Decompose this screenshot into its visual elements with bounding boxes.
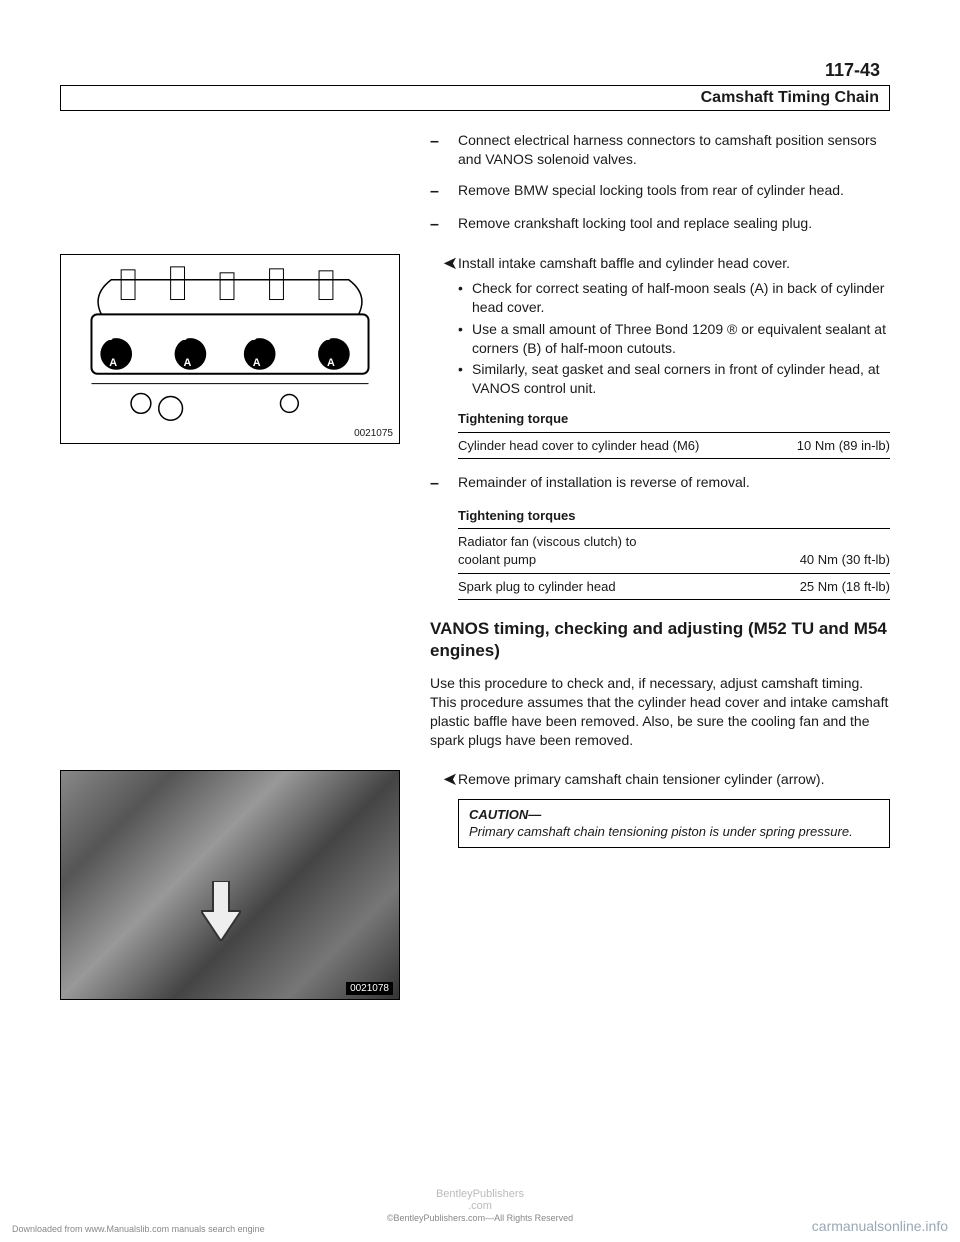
footer-site-watermark: carmanualsonline.info — [812, 1218, 948, 1234]
torque-row-fan: Radiator fan (viscous clutch) to coolant… — [458, 528, 890, 573]
torque-block-cover: Tightening torque Cylinder head cover to… — [458, 410, 890, 459]
figure-cylinder-head-cover: B A B A B A B A 0021075 — [60, 254, 400, 444]
step-text: Connect electrical harness connectors to… — [458, 131, 890, 169]
bullet-text: Similarly, seat gasket and seal corners … — [472, 360, 890, 398]
torque-label: Cylinder head cover to cylinder head (M6… — [458, 437, 699, 455]
bullet-icon: • — [458, 320, 472, 358]
down-arrow-icon — [201, 881, 241, 941]
dash-icon: – — [430, 473, 458, 495]
caution-text: Primary camshaft chain tensioning piston… — [469, 824, 853, 839]
svg-text:B: B — [323, 331, 331, 343]
section-intro-paragraph: Use this procedure to check and, if nece… — [430, 674, 890, 750]
svg-text:A: A — [183, 357, 191, 369]
footer-copyright: ©BentleyPublishers.com—All Rights Reserv… — [387, 1213, 573, 1223]
figure-id: 0021075 — [354, 428, 393, 439]
step-text: Install intake camshaft baffle and cylin… — [458, 254, 790, 273]
step-text: Remove crankshaft locking tool and repla… — [458, 214, 812, 236]
step-text: Remove BMW special locking tools from re… — [458, 181, 844, 203]
bullet-text: Check for correct seating of half-moon s… — [472, 279, 890, 317]
dash-icon: – — [430, 181, 458, 203]
svg-text:B: B — [180, 331, 188, 343]
step-text: Remove primary camshaft chain tensioner … — [458, 770, 824, 789]
torque-value: 25 Nm (18 ft-lb) — [800, 578, 890, 596]
bullet-text: Use a small amount of Three Bond 1209 ® … — [472, 320, 890, 358]
page-number: 117-43 — [60, 60, 890, 81]
svg-text:A: A — [327, 357, 335, 369]
torque-row-sparkplug: Spark plug to cylinder head 25 Nm (18 ft… — [458, 574, 890, 601]
torque-title: Tightening torques — [458, 507, 890, 525]
left-arrow-icon: ➤ — [430, 770, 458, 789]
dash-icon: – — [430, 131, 458, 169]
svg-text:A: A — [109, 357, 117, 369]
bullet-check-seals: • Check for correct seating of half-moon… — [458, 279, 890, 317]
svg-text:B: B — [249, 331, 257, 343]
header-chapter-title: Camshaft Timing Chain — [701, 89, 879, 107]
footer-download-note: Downloaded from www.Manualslib.com manua… — [12, 1224, 265, 1234]
torque-value: 10 Nm (89 in-lb) — [797, 437, 890, 455]
bullet-seat-gasket: • Similarly, seat gasket and seal corner… — [458, 360, 890, 398]
step-remove-locking-tools: – Remove BMW special locking tools from … — [430, 181, 890, 203]
torque-label: Radiator fan (viscous clutch) to coolant… — [458, 533, 636, 568]
caution-box: CAUTION— Primary camshaft chain tensioni… — [458, 799, 890, 848]
header-left-faded — [71, 91, 75, 106]
torque-title: Tightening torque — [458, 410, 890, 428]
header-bar: Camshaft Timing Chain — [60, 85, 890, 111]
step-install-baffle: ➤ Install intake camshaft baffle and cyl… — [430, 254, 890, 273]
bullet-sealant: • Use a small amount of Three Bond 1209 … — [458, 320, 890, 358]
svg-text:B: B — [105, 331, 113, 343]
footer-brand: BentleyPublishers — [436, 1188, 524, 1200]
step-text: Remainder of installation is reverse of … — [458, 473, 750, 495]
torque-value: 40 Nm (30 ft-lb) — [800, 551, 890, 569]
step-remainder: – Remainder of installation is reverse o… — [430, 473, 890, 495]
torque-block-multi: Tightening torques Radiator fan (viscous… — [458, 507, 890, 600]
torque-label: Spark plug to cylinder head — [458, 578, 616, 596]
figure-id: 0021078 — [346, 982, 393, 995]
caution-label: CAUTION— — [469, 807, 541, 822]
section-heading-vanos: VANOS timing, checking and adjusting (M5… — [430, 618, 890, 662]
svg-text:A: A — [253, 357, 261, 369]
left-arrow-icon: ➤ — [430, 254, 458, 273]
figure-tensioner-photo: 0021078 — [60, 770, 400, 1000]
torque-row: Cylinder head cover to cylinder head (M6… — [458, 432, 890, 460]
bullet-icon: • — [458, 279, 472, 317]
bullet-icon: • — [458, 360, 472, 398]
dash-icon: – — [430, 214, 458, 236]
footer-dotcom: .com — [468, 1200, 492, 1212]
step-connect-harness: – Connect electrical harness connectors … — [430, 131, 890, 169]
step-remove-tensioner: ➤ Remove primary camshaft chain tensione… — [430, 770, 890, 789]
step-remove-crankshaft-tool: – Remove crankshaft locking tool and rep… — [430, 214, 890, 236]
